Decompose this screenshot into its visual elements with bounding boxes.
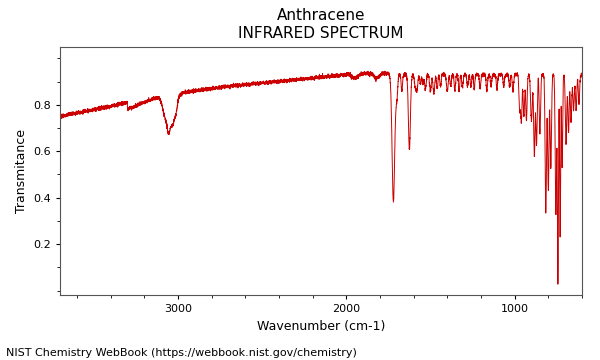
Title: Anthracene
INFRARED SPECTRUM: Anthracene INFRARED SPECTRUM (238, 8, 404, 41)
Text: NIST Chemistry WebBook (https://webbook.nist.gov/chemistry): NIST Chemistry WebBook (https://webbook.… (6, 348, 357, 358)
X-axis label: Wavenumber (cm-1): Wavenumber (cm-1) (257, 320, 385, 333)
Y-axis label: Transmitance: Transmitance (14, 129, 28, 213)
